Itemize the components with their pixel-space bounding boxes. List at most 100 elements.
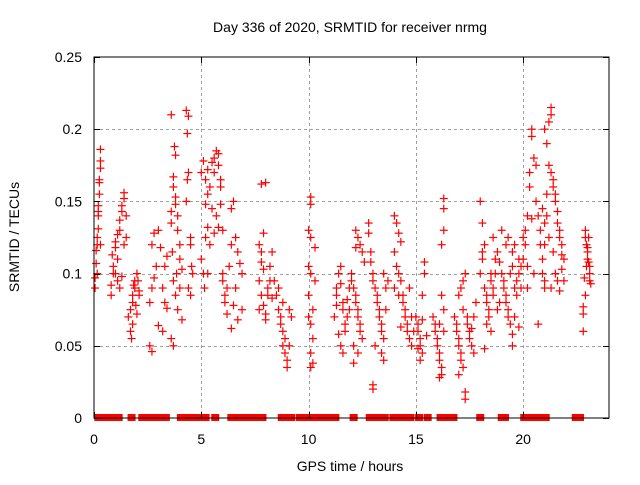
data-point <box>452 327 461 336</box>
data-point <box>527 125 536 134</box>
data-point <box>283 356 292 365</box>
data-point <box>390 284 399 293</box>
data-point <box>454 334 463 343</box>
data-point <box>330 312 339 321</box>
data-point <box>371 341 380 350</box>
data-point <box>557 265 566 274</box>
data-point <box>183 129 192 138</box>
data-point <box>255 240 264 249</box>
data-point <box>347 276 356 285</box>
data-point <box>182 197 191 206</box>
data-point <box>506 269 515 278</box>
data-point <box>210 229 219 238</box>
data-point <box>469 349 478 358</box>
data-point <box>127 334 136 343</box>
data-point <box>107 291 116 300</box>
data-point <box>381 284 390 293</box>
data-point <box>150 273 159 282</box>
data-point <box>377 349 386 358</box>
data-point <box>579 310 588 319</box>
data-point <box>435 356 444 365</box>
data-point <box>216 175 225 184</box>
data-point <box>238 305 247 314</box>
data-point <box>338 298 347 307</box>
data-point <box>521 240 530 249</box>
data-point <box>93 269 102 278</box>
data-point <box>439 194 448 203</box>
data-point <box>182 106 191 115</box>
data-point <box>115 226 124 235</box>
data-point <box>465 334 474 343</box>
data-point <box>216 182 225 191</box>
data-point <box>390 247 399 256</box>
data-point <box>167 207 176 216</box>
data-point <box>508 247 517 256</box>
data-point <box>538 269 547 278</box>
x-axis-label: GPS time / hours <box>297 458 404 474</box>
data-point <box>486 327 495 336</box>
data-point <box>225 262 234 271</box>
data-point <box>184 168 193 177</box>
data-point <box>366 258 375 267</box>
data-point <box>278 298 287 307</box>
data-point <box>175 284 184 293</box>
data-point <box>456 349 465 358</box>
data-point <box>280 349 289 358</box>
data-point <box>459 363 468 372</box>
data-point <box>229 301 238 310</box>
data-point <box>486 276 495 285</box>
y-tick-label: 0.05 <box>55 338 82 354</box>
data-point <box>223 310 232 319</box>
data-point <box>332 284 341 293</box>
data-point <box>364 219 373 228</box>
data-point <box>233 315 242 324</box>
data-point <box>586 279 595 288</box>
x-tick-label: 15 <box>408 431 424 447</box>
data-point <box>418 291 427 300</box>
data-point <box>173 211 182 220</box>
data-point <box>514 323 523 332</box>
data-point <box>381 305 390 314</box>
data-point <box>170 142 179 151</box>
data-point <box>583 247 592 256</box>
data-point <box>540 219 549 228</box>
data-point <box>379 334 388 343</box>
data-point <box>553 207 562 216</box>
data-point <box>261 315 270 324</box>
data-point <box>199 156 208 165</box>
data-point <box>113 255 122 264</box>
data-point <box>124 312 133 321</box>
data-point <box>214 161 223 170</box>
data-point <box>480 240 489 249</box>
data-point <box>366 247 375 256</box>
data-point <box>231 284 240 293</box>
data-point <box>287 312 296 321</box>
data-point <box>499 276 508 285</box>
data-point <box>523 284 532 293</box>
data-point <box>95 175 104 184</box>
data-point <box>502 240 510 249</box>
data-point <box>336 341 345 350</box>
data-point <box>557 240 566 249</box>
data-point <box>553 219 562 228</box>
data-point <box>169 182 178 191</box>
data-point <box>478 219 487 228</box>
data-point <box>175 240 184 249</box>
data-point <box>480 344 489 353</box>
data-point <box>353 312 362 321</box>
data-point <box>489 284 498 293</box>
data-point <box>416 356 425 365</box>
x-tick-label: 20 <box>515 431 531 447</box>
data-point <box>478 255 487 264</box>
data-point <box>456 356 465 365</box>
data-point <box>334 330 343 339</box>
data-point <box>285 305 294 314</box>
data-point <box>540 276 549 285</box>
data-point <box>364 229 373 238</box>
data-point <box>172 269 181 278</box>
data-point <box>499 284 508 293</box>
data-point <box>411 312 420 321</box>
data-point <box>171 291 180 300</box>
data-point <box>489 291 498 300</box>
